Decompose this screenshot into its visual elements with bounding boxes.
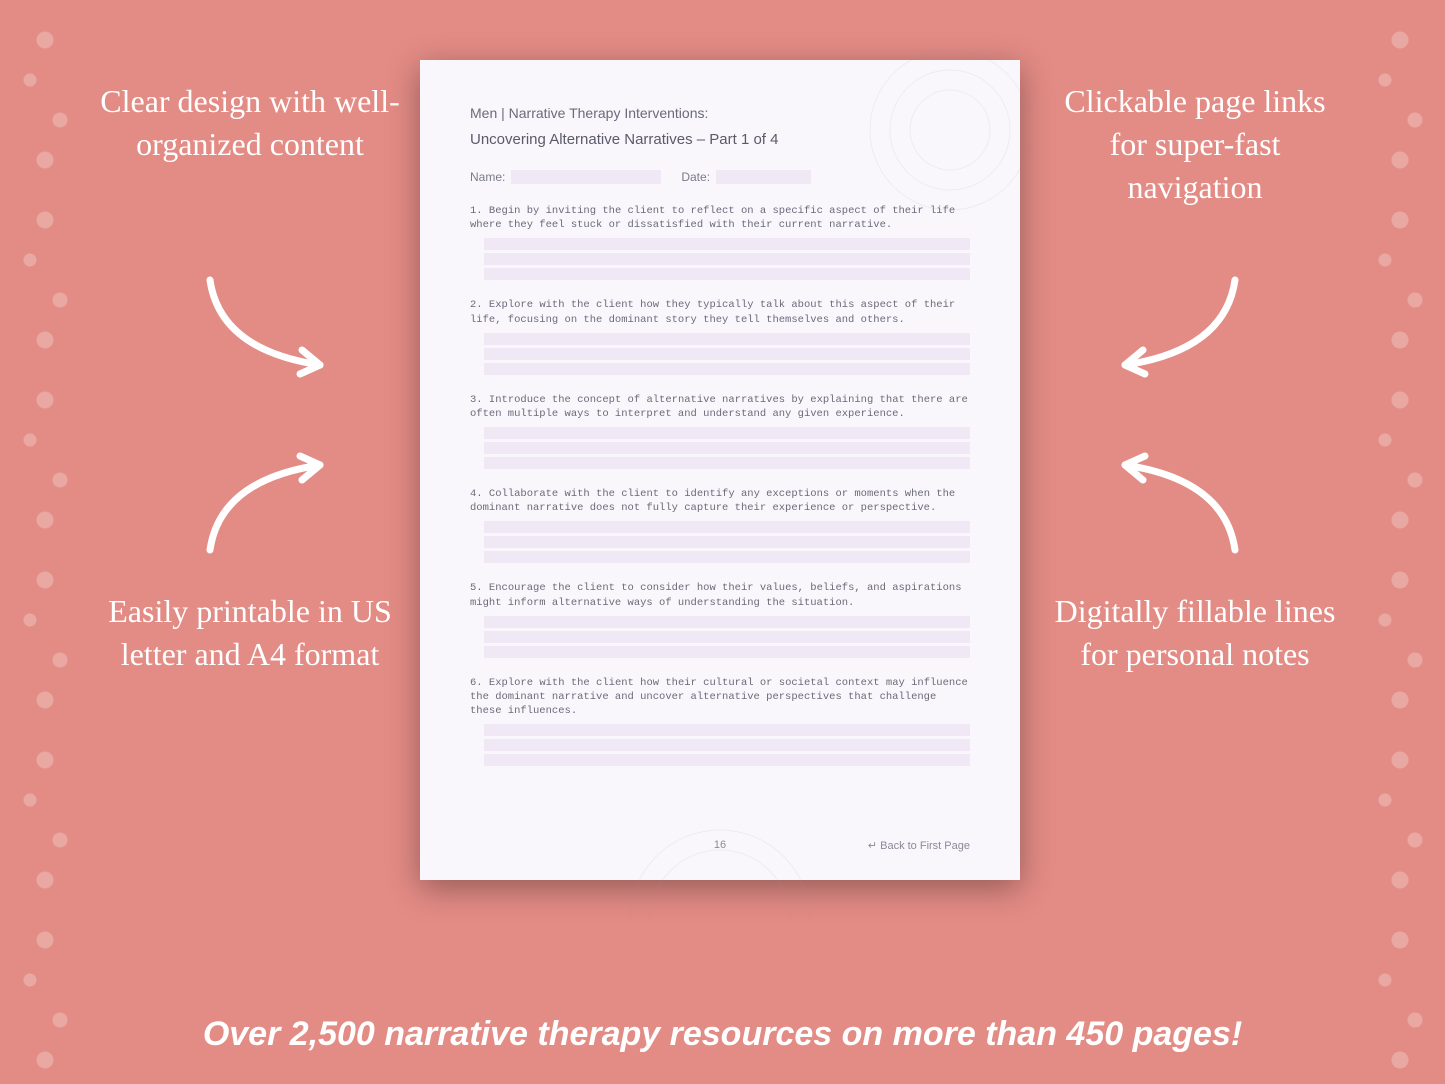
question-item: 6. Explore with the client how their cul… <box>470 676 970 767</box>
name-label: Name: <box>470 170 505 184</box>
callout-top-left: Clear design with well-organized content <box>100 80 400 166</box>
floral-border-right <box>1355 0 1445 1084</box>
question-number: 5. <box>470 582 483 594</box>
fill-lines[interactable] <box>484 616 970 658</box>
mandala-decoration-bottom <box>620 820 820 920</box>
arrow-tr <box>1085 270 1255 390</box>
question-text: Explore with the client how their cultur… <box>470 677 968 717</box>
question-number: 6. <box>470 677 483 689</box>
date-blank[interactable] <box>716 170 811 184</box>
fill-lines[interactable] <box>484 427 970 469</box>
arrow-bl <box>190 440 360 560</box>
date-label: Date: <box>681 170 710 184</box>
callout-bottom-left: Easily printable in US letter and A4 for… <box>100 590 400 676</box>
question-text: Encourage the client to consider how the… <box>470 582 962 608</box>
back-to-first-link[interactable]: ↵ Back to First Page <box>868 839 970 852</box>
question-text: Introduce the concept of alternative nar… <box>470 394 968 420</box>
document-page: Men | Narrative Therapy Interventions: U… <box>420 60 1020 880</box>
fill-lines[interactable] <box>484 238 970 280</box>
question-item: 2. Explore with the client how they typi… <box>470 298 970 374</box>
question-text: Collaborate with the client to identify … <box>470 488 955 514</box>
question-item: 3. Introduce the concept of alternative … <box>470 393 970 469</box>
question-number: 4. <box>470 488 483 500</box>
question-item: 5. Encourage the client to consider how … <box>470 581 970 657</box>
bottom-banner: Over 2,500 narrative therapy resources o… <box>0 1015 1445 1054</box>
question-number: 1. <box>470 205 483 217</box>
fill-lines[interactable] <box>484 333 970 375</box>
fill-lines[interactable] <box>484 724 970 766</box>
floral-border-left <box>0 0 90 1084</box>
callout-top-right: Clickable page links for super-fast navi… <box>1045 80 1345 210</box>
arrow-tl <box>190 270 360 390</box>
question-list: 1. Begin by inviting the client to refle… <box>470 204 970 766</box>
mandala-decoration-top <box>860 40 1040 220</box>
question-number: 3. <box>470 394 483 406</box>
question-number: 2. <box>470 299 483 311</box>
callout-bottom-right: Digitally fillable lines for personal no… <box>1045 590 1345 676</box>
question-item: 4. Collaborate with the client to identi… <box>470 487 970 563</box>
fill-lines[interactable] <box>484 521 970 563</box>
arrow-br <box>1085 440 1255 560</box>
question-text: Explore with the client how they typical… <box>470 299 955 325</box>
name-blank[interactable] <box>511 170 661 184</box>
